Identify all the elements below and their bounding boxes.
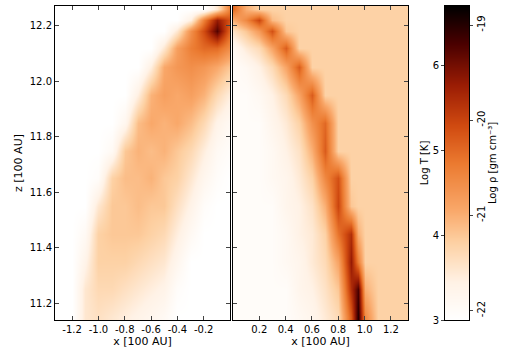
svg-text:0.4: 0.4: [278, 324, 294, 335]
svg-text:11.2: 11.2: [30, 298, 52, 309]
svg-text:0.8: 0.8: [330, 324, 346, 335]
svg-text:x [100 AU]: x [100 AU]: [113, 335, 172, 348]
svg-text:-0.4: -0.4: [168, 324, 188, 335]
svg-text:0.6: 0.6: [304, 324, 320, 335]
svg-text:-0.8: -0.8: [115, 324, 135, 335]
svg-text:Log T [K]: Log T [K]: [419, 141, 430, 186]
svg-text:z [100 AU]: z [100 AU]: [12, 134, 25, 192]
svg-text:11.6: 11.6: [30, 187, 52, 198]
svg-text:-22: -22: [476, 301, 487, 317]
svg-text:-0.2: -0.2: [194, 324, 214, 335]
svg-text:1.0: 1.0: [357, 324, 373, 335]
svg-text:x [100 AU]: x [100 AU]: [291, 335, 350, 348]
svg-text:11.4: 11.4: [30, 242, 52, 253]
svg-text:Log ρ [gm cm⁻³]: Log ρ [gm cm⁻³]: [487, 122, 498, 204]
svg-text:-21: -21: [476, 206, 487, 222]
svg-text:12.2: 12.2: [30, 20, 52, 31]
svg-text:1.2: 1.2: [383, 324, 399, 335]
svg-text:11.8: 11.8: [30, 131, 52, 142]
svg-text:12.0: 12.0: [30, 76, 52, 87]
svg-text:3: 3: [433, 315, 439, 326]
svg-text:6: 6: [433, 60, 439, 71]
svg-text:-20: -20: [476, 111, 487, 127]
svg-text:-0.6: -0.6: [141, 324, 161, 335]
svg-text:-19: -19: [476, 15, 487, 31]
svg-text:0.2: 0.2: [251, 324, 267, 335]
svg-text:-1.0: -1.0: [89, 324, 109, 335]
svg-text:-1.2: -1.2: [62, 324, 82, 335]
svg-text:4: 4: [433, 230, 439, 241]
svg-text:5: 5: [433, 145, 439, 156]
